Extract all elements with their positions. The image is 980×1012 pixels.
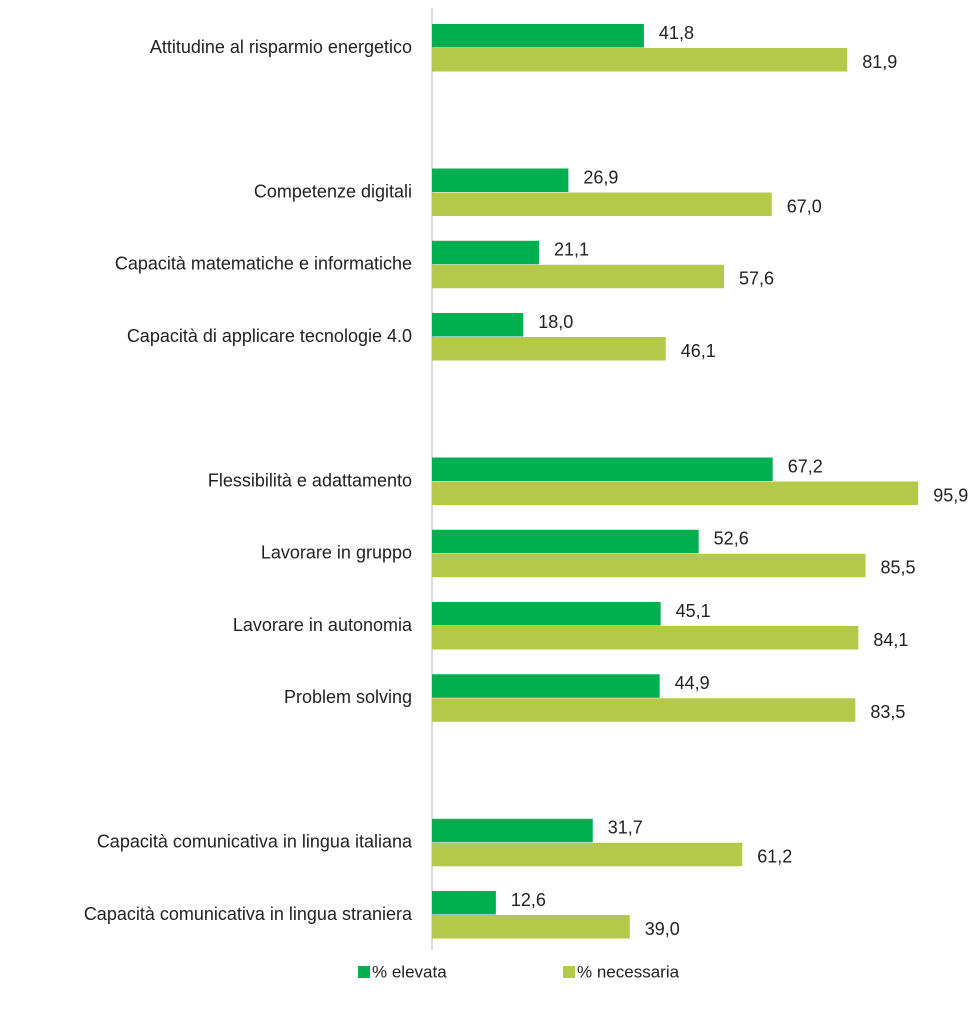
category-label: Lavorare in autonomia <box>233 615 413 635</box>
data-label: 95,9 <box>933 485 968 505</box>
category-label: Problem solving <box>284 687 412 707</box>
category-label: Flessibilità e adattamento <box>208 470 412 490</box>
legend: % elevata % necessaria <box>358 962 680 981</box>
bar <box>432 313 524 337</box>
legend-swatch <box>358 966 370 978</box>
data-label: 18,0 <box>538 312 573 332</box>
bar <box>432 553 866 578</box>
bar <box>432 915 630 939</box>
bar <box>432 698 856 722</box>
data-label: 44,9 <box>675 673 710 693</box>
data-label: 83,5 <box>870 702 905 722</box>
data-label: 26,9 <box>583 167 618 187</box>
category-label: Lavorare in gruppo <box>261 543 412 563</box>
data-label: 41,8 <box>659 23 694 43</box>
data-label: 81,9 <box>862 52 897 72</box>
bar <box>432 481 919 505</box>
data-label: 31,7 <box>608 818 643 838</box>
bar <box>432 602 661 626</box>
category-label: Capacità comunicativa in lingua italiana <box>97 832 413 852</box>
data-label: 39,0 <box>645 919 680 939</box>
data-label: 45,1 <box>676 601 711 621</box>
bar <box>432 626 859 650</box>
category-label: Attitudine al risparmio energetico <box>150 37 412 57</box>
data-label: 12,6 <box>511 890 546 910</box>
bar <box>432 529 699 554</box>
category-label: Capacità matematiche e informatiche <box>115 254 412 274</box>
bar <box>432 674 660 698</box>
bar <box>432 48 848 72</box>
bar <box>432 842 743 867</box>
bar <box>432 818 593 843</box>
bar <box>432 24 644 48</box>
category-label: Capacità di applicare tecnologie 4.0 <box>127 326 412 346</box>
data-label: 84,1 <box>873 630 908 650</box>
category-label: Capacità comunicativa in lingua stranier… <box>84 904 413 924</box>
data-label: 61,2 <box>757 847 792 867</box>
legend-label: % elevata <box>372 962 447 981</box>
data-label: 85,5 <box>880 558 915 578</box>
data-label: 52,6 <box>714 529 749 549</box>
data-label: 67,0 <box>787 196 822 216</box>
bar <box>432 240 539 265</box>
category-label: Competenze digitali <box>254 181 412 201</box>
bar <box>432 457 773 481</box>
data-label: 21,1 <box>554 240 589 260</box>
bar <box>432 168 569 192</box>
data-label: 57,6 <box>739 269 774 289</box>
bar <box>432 192 772 216</box>
legend-label: % necessaria <box>577 962 680 981</box>
bar <box>432 337 666 361</box>
legend-swatch <box>563 966 575 978</box>
bar <box>432 891 496 915</box>
data-label: 67,2 <box>788 456 823 476</box>
data-label: 46,1 <box>681 341 716 361</box>
bar <box>432 264 725 289</box>
